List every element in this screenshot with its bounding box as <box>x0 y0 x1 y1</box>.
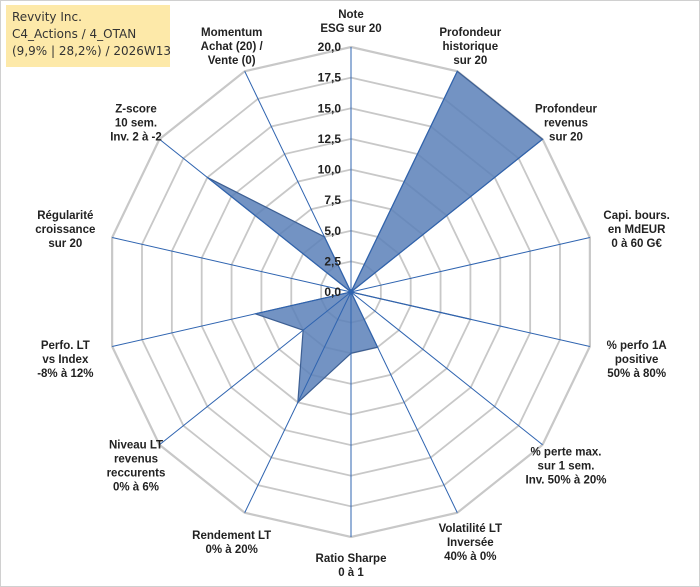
stats-label: (9,9% | 28,2%) / 2026W13 <box>12 44 171 58</box>
tick-label-3: 7,5 <box>324 193 341 207</box>
category-label-0: Note ESG sur 20 <box>320 9 381 35</box>
axis-spoke-6 <box>350 291 458 513</box>
axis-spoke-5 <box>350 291 543 446</box>
category-label-12: Z-score 10 sem. Inv. 2 à -2 <box>110 104 162 144</box>
category-label-11: Régularité croissance sur 20 <box>35 210 95 250</box>
title-box: Revvity Inc. C4_Actions / 4_OTAN (9,9% |… <box>6 5 171 67</box>
category-label-1: Profondeur historique sur 20 <box>439 27 501 67</box>
category-label-3: Capi. bours. en MdEUR 0 à 60 G€ <box>603 210 669 250</box>
tick-label-8: 20,0 <box>318 40 342 54</box>
axis-spoke-4 <box>350 291 590 348</box>
axis-spoke-12 <box>159 138 352 293</box>
category-label-10: Perfo. LT vs Index -8% à 12% <box>37 340 93 380</box>
category-label-7: Ratio Sharpe 0 à 1 <box>316 553 387 579</box>
category-label-6: Volatilité LT Inversée 40% à 0% <box>439 523 502 563</box>
tick-label-2: 5,0 <box>324 224 341 238</box>
axis-spoke-2 <box>350 138 543 293</box>
axis-spoke-11 <box>112 236 352 293</box>
category-label-4: % perfo 1A positive 50% à 80% <box>607 340 667 380</box>
category-label: C4_Actions / 4_OTAN <box>12 27 137 41</box>
company-name: Revvity Inc. <box>12 10 82 24</box>
category-label-13: Momentum Achat (20) / Vente (0) <box>201 27 264 67</box>
tick-label-6: 15,0 <box>318 101 342 115</box>
category-label-5: % perte max. sur 1 sem. Inv. 50% à 20% <box>526 446 607 486</box>
category-label-2: Profondeur revenus sur 20 <box>535 104 597 144</box>
tick-label-7: 17,5 <box>318 71 342 85</box>
axis-spoke-8 <box>244 291 352 513</box>
axis-spoke-3 <box>350 236 590 293</box>
tick-label-4: 10,0 <box>318 163 342 177</box>
axis-spoke-10 <box>112 291 352 348</box>
tick-label-5: 12,5 <box>318 132 342 146</box>
axis-spoke-1 <box>350 71 458 293</box>
tick-label-1: 2,5 <box>324 254 341 268</box>
axis-spoke-13 <box>244 71 352 293</box>
category-label-9: Niveau LT revenus reccurents 0% à 6% <box>107 439 166 493</box>
category-label-8: Rendement LT 0% à 20% <box>192 530 271 556</box>
axis-spoke-9 <box>159 291 352 446</box>
tick-label-0: 0,0 <box>324 285 341 299</box>
